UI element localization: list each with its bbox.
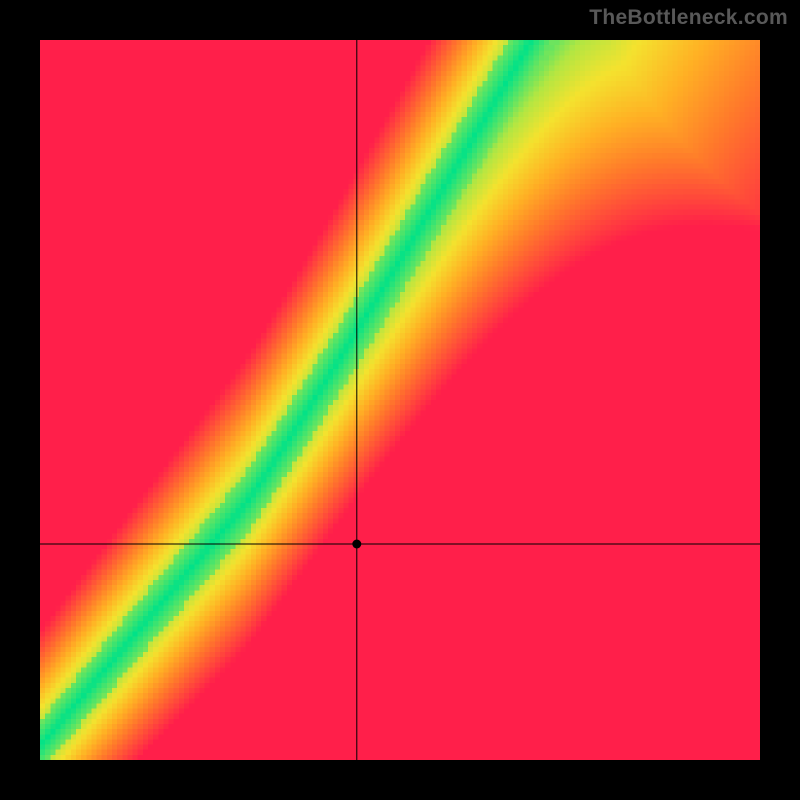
heatmap-canvas [40, 40, 760, 760]
chart-container: TheBottleneck.com [0, 0, 800, 800]
watermark-text: TheBottleneck.com [589, 6, 788, 30]
plot-area [40, 40, 760, 760]
